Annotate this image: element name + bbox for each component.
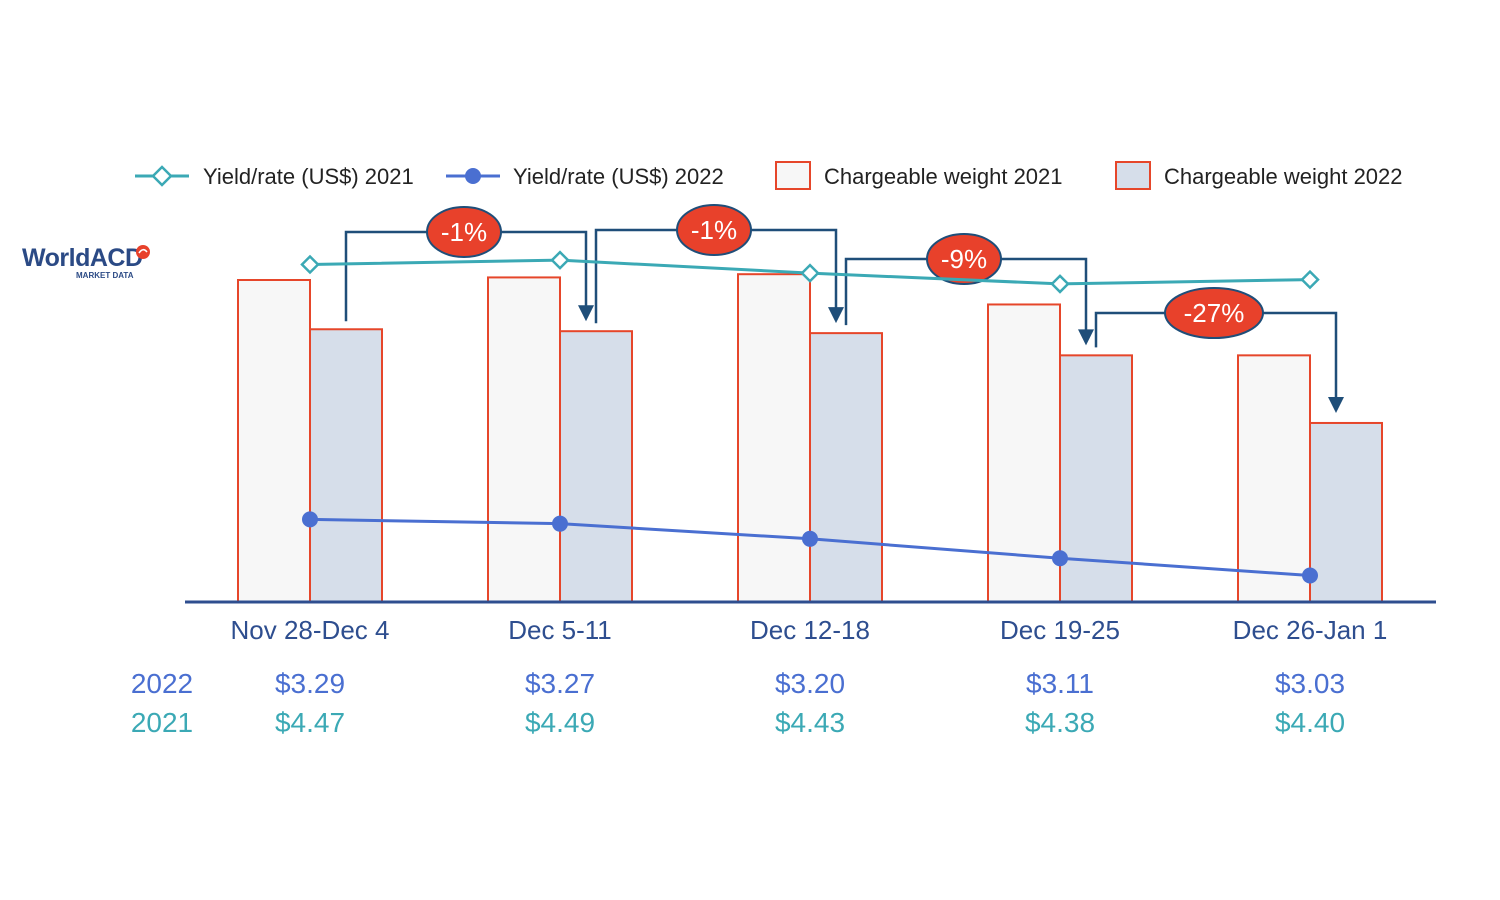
category-labels: Nov 28-Dec 4 Dec 5-11 Dec 12-18 Dec 19-25 De… bbox=[231, 615, 1388, 645]
bar-weight-2022 bbox=[559, 330, 633, 603]
arrow-down-icon bbox=[1328, 396, 1344, 413]
change-percent-label: -1% bbox=[691, 215, 737, 245]
point-rate-2022 bbox=[802, 530, 818, 547]
value-row-cell: $3.11 bbox=[1026, 668, 1094, 699]
value-row-cell: $3.20 bbox=[775, 668, 845, 699]
bar-weight-2021 bbox=[487, 276, 561, 603]
bar-weight-2021 bbox=[737, 273, 811, 603]
arrow-down-icon bbox=[828, 307, 844, 324]
legend-label: Chargeable weight 2021 bbox=[824, 164, 1063, 189]
x-tick-label: Dec 26-Jan 1 bbox=[1233, 615, 1388, 645]
bar-weight-2022 bbox=[1309, 421, 1383, 603]
point-rate-2022 bbox=[302, 511, 318, 528]
legend-label: Yield/rate (US$) 2022 bbox=[513, 164, 724, 189]
value-row-year-label: 2021 bbox=[131, 707, 193, 738]
legend-box-icon bbox=[775, 161, 811, 190]
value-row-year-label: 2022 bbox=[131, 668, 193, 699]
lines-layer bbox=[300, 250, 1320, 584]
bar-weight-2022 bbox=[1059, 354, 1133, 603]
change-badge bbox=[676, 204, 752, 256]
change-badge bbox=[1164, 287, 1264, 339]
point-rate-2022 bbox=[1052, 550, 1068, 567]
arrow-down-icon bbox=[578, 305, 594, 322]
value-row-cell: $3.29 bbox=[275, 668, 345, 699]
point-rate-2022 bbox=[552, 515, 568, 532]
point-rate-2021 bbox=[550, 250, 570, 270]
legend-label: Chargeable weight 2022 bbox=[1164, 164, 1403, 189]
value-row-cell: $4.43 bbox=[775, 707, 845, 738]
x-tick-label: Dec 12-18 bbox=[750, 615, 870, 645]
logo-subtext: MARKET DATA bbox=[76, 271, 134, 280]
change-arrows-layer: -1% -1% -9% -27% bbox=[344, 204, 1344, 413]
value-row-cell: $4.47 bbox=[275, 707, 345, 738]
legend-item-rate-2021: Yield/rate (US$) 2021 bbox=[135, 164, 414, 189]
bar-weight-2022 bbox=[309, 328, 383, 603]
change-badge bbox=[426, 206, 502, 258]
value-row-cell: $3.27 bbox=[525, 668, 595, 699]
change-percent-label: -1% bbox=[441, 217, 487, 247]
bars-layer bbox=[237, 273, 1383, 603]
worldacd-logo: WorldACD MARKET DATA bbox=[22, 244, 150, 280]
legend-item-weight-2021: Chargeable weight 2021 bbox=[775, 161, 1063, 190]
legend-item-weight-2022: Chargeable weight 2022 bbox=[1115, 161, 1403, 190]
value-row-cell: $4.40 bbox=[1275, 707, 1345, 738]
legend-label: Yield/rate (US$) 2021 bbox=[203, 164, 414, 189]
change-percent-label: -27% bbox=[1184, 298, 1245, 328]
logo-text: WorldACD bbox=[22, 244, 143, 272]
logo-mark-icon bbox=[136, 245, 150, 259]
bar-weight-2021 bbox=[1237, 354, 1311, 603]
legend-box-icon bbox=[1115, 161, 1151, 190]
point-rate-2021 bbox=[1050, 274, 1070, 294]
bar-weight-2021 bbox=[237, 279, 311, 603]
x-tick-label: Nov 28-Dec 4 bbox=[231, 615, 390, 645]
arrow-down-icon bbox=[1078, 329, 1094, 346]
point-rate-2021 bbox=[800, 263, 820, 283]
legend-circle-icon bbox=[465, 168, 481, 184]
value-row-cell: $3.03 bbox=[1275, 668, 1345, 699]
change-percent-label: -9% bbox=[941, 244, 987, 274]
legend-item-rate-2022: Yield/rate (US$) 2022 bbox=[446, 164, 724, 189]
point-rate-2022 bbox=[1302, 567, 1318, 584]
point-rate-2021 bbox=[300, 254, 320, 275]
value-row-cell: $4.49 bbox=[525, 707, 595, 738]
logo-mark-swoosh bbox=[138, 248, 148, 254]
legend-diamond-icon bbox=[151, 165, 173, 187]
change-badge bbox=[926, 233, 1002, 285]
point-rate-2021 bbox=[1300, 269, 1320, 290]
legend: Yield/rate (US$) 2021 Yield/rate (US$) 2… bbox=[135, 161, 1403, 190]
x-tick-label: Dec 19-25 bbox=[1000, 615, 1120, 645]
x-tick-label: Dec 5-11 bbox=[508, 615, 612, 645]
bar-weight-2022 bbox=[809, 332, 883, 603]
value-row-cell: $4.38 bbox=[1025, 707, 1095, 738]
value-rows: 2022 $3.29 $3.27 $3.20 $3.11 $3.03 2021 $4.47 $4… bbox=[131, 668, 1345, 738]
